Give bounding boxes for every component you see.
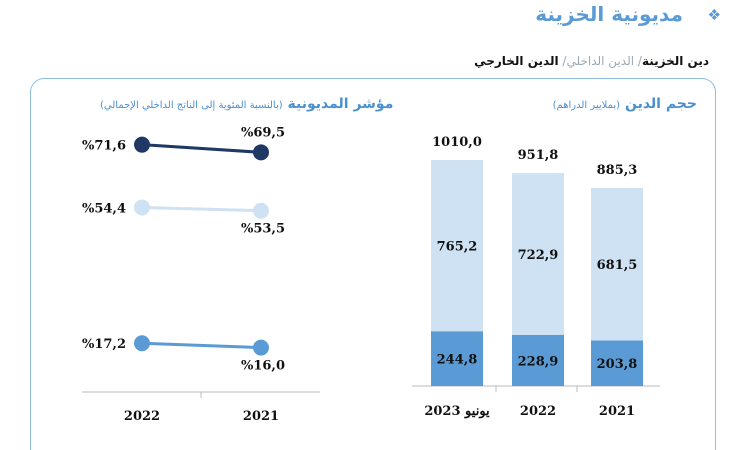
bar-category-label: 2022 [520, 404, 556, 419]
line-point-label: %69,5 [241, 125, 285, 140]
bar-total-label: 951,8 [518, 148, 559, 163]
breadcrumb-external-debt[interactable]: الدين الخارجي [474, 54, 559, 68]
line-category-label: 2021 [243, 409, 279, 424]
breadcrumb-separator: / [637, 54, 642, 68]
breadcrumb-separator: / [562, 54, 567, 68]
bar-segment-upper [431, 160, 483, 332]
line-point-label: %54,4 [82, 201, 126, 216]
line-point [134, 335, 150, 352]
bar-segment-upper [512, 173, 564, 335]
line-category-label: 2022 [124, 409, 160, 424]
bar-segment-upper [591, 187, 643, 341]
bar-lower-label: 228,9 [518, 354, 559, 369]
bar-lower-label: 203,8 [597, 357, 638, 372]
line-point [253, 202, 269, 219]
bar-upper-label: 681,5 [597, 258, 638, 273]
bar-lower-label: 244,8 [437, 353, 478, 368]
bar-segment-lower [431, 331, 483, 386]
line-point [253, 339, 269, 356]
debt-ratio-subtitle: (بالنسبة المئوية إلى الناتج الداخلي الإج… [100, 100, 283, 111]
bar-total-label: 885,3 [597, 163, 638, 178]
line-series-path [141, 341, 262, 350]
debt-ratio-title: مؤشر المديونية [287, 96, 394, 112]
debt-volume-subtitle: (بملايير الدراهم) [552, 100, 621, 111]
debt-ratio-heading: مؤشر المديونية (بالنسبة المئوية إلى النا… [100, 96, 393, 112]
page-title: مديونية الخزينة [535, 2, 683, 26]
line-point [134, 199, 150, 216]
breadcrumb-domestic-debt[interactable]: الدين الداخلي [566, 54, 635, 68]
bar-upper-label: 722,9 [518, 248, 559, 263]
line-point [134, 136, 150, 153]
bar-segment-lower [591, 340, 643, 386]
line-series-path [141, 205, 262, 213]
debt-volume-heading: حجم الدين (بملايير الدراهم) [553, 96, 697, 112]
bar-category-label: 2021 [599, 404, 635, 419]
line-point [253, 144, 269, 161]
line-point-label: %17,2 [82, 337, 126, 352]
debt-volume-title: حجم الدين [624, 96, 697, 112]
bar-total-label: 1010,0 [432, 135, 482, 150]
breadcrumb-treasury-debt[interactable]: دين الخزينة [641, 54, 709, 68]
breadcrumb: دين الخزينة/ الدين الداخلي/ الدين الخارج… [474, 54, 709, 68]
bar-upper-label: 765,2 [437, 240, 478, 255]
line-point-label: %16,0 [241, 359, 285, 374]
line-series-path [141, 143, 262, 154]
line-point-label: %71,6 [82, 139, 126, 154]
line-point-label: %53,5 [241, 222, 285, 237]
bar-category-label: يونيو 2023 [424, 404, 490, 419]
bar-segment-lower [512, 334, 564, 386]
diamond-bullet-icon: ❖ [707, 6, 721, 24]
